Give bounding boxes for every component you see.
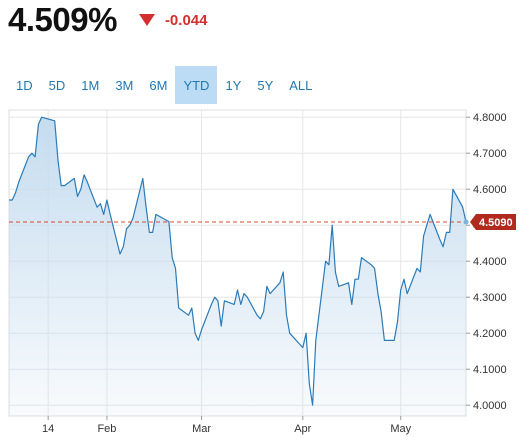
range-tab-ytd[interactable]: YTD [175,66,218,104]
price-change: -0.044 [164,11,208,29]
series-line [9,116,467,406]
range-tab-5d[interactable]: 5D [48,77,66,93]
range-tab-1m[interactable]: 1M [81,77,100,93]
y-tick-label: 4.4000 [473,256,507,268]
y-tick-label: 4.7000 [473,148,507,160]
x-tick-label: Apr [294,423,311,435]
x-tick-label: Feb [97,423,116,435]
y-tick-label: 4.2000 [473,328,507,340]
y-tick-label: 4.0000 [473,400,507,412]
range-tab-1d[interactable]: 1D [16,77,33,93]
last-value-badge [470,213,516,230]
range-tab-3m[interactable]: 3M [115,77,134,93]
yield-chart[interactable]: 4.80004.70004.60004.50004.40004.30004.20… [0,108,526,438]
last-value-label: 4.5090 [479,217,513,229]
last-value-dot [463,219,469,225]
quote-header: 4.509% -0.044 [8,0,518,40]
range-tab-6m[interactable]: 6M [149,77,168,93]
y-tick-label: 4.6000 [473,184,507,196]
x-tick-label: May [390,423,411,435]
range-tab-all[interactable]: ALL [289,77,313,93]
triangle-down-icon [138,14,155,26]
range-tab-1y[interactable]: 1Y [225,77,242,93]
range-tabs: 1D 5D 1M 3M 6M YTD 1Y 5Y ALL [8,66,320,104]
series-area [9,117,466,416]
price-value: 4.509% [8,1,117,38]
y-tick-label: 4.8000 [473,112,507,124]
x-tick-label: Mar [192,423,211,435]
y-tick-label: 4.3000 [473,292,507,304]
x-tick-label: 14 [42,423,54,435]
y-tick-label: 4.1000 [473,364,507,376]
range-tab-5y[interactable]: 5Y [257,77,274,93]
